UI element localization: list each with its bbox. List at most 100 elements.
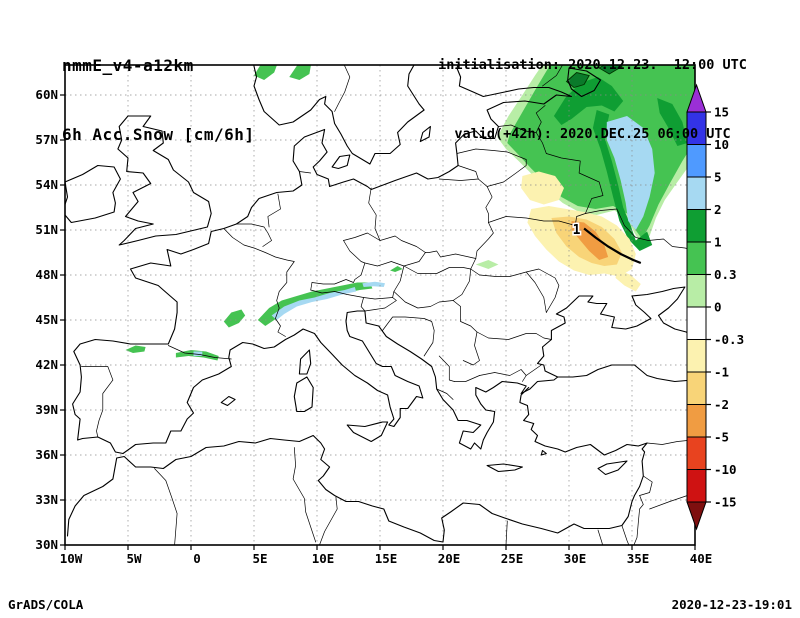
colorbar-segment [686, 469, 707, 503]
creation-timestamp: 2020-12-23-19:01 [671, 597, 792, 612]
lat-tick-label: 60N [35, 87, 58, 102]
country-border [545, 153, 604, 214]
country-border [403, 252, 426, 267]
coastline [220, 395, 236, 407]
coastline [122, 310, 695, 455]
country-border [479, 268, 560, 313]
field-name: 6h Acc.Snow [cm/6h] [62, 125, 255, 144]
region-vienna-speck [390, 266, 403, 272]
country-border [535, 132, 547, 154]
colorbar-segment [686, 306, 707, 340]
lat-tick-label: 48N [35, 267, 58, 282]
region-norway-speck-1 [254, 65, 277, 80]
region-melt-core [571, 221, 609, 260]
lat-tick-label: 45N [35, 312, 58, 327]
header-right: initialisation: 2020.12.23. 12:00 UTC va… [420, 8, 765, 192]
country-border [403, 265, 472, 274]
colorbar-label: 10 [714, 137, 729, 152]
region-ne-snow-heavy-east [657, 98, 688, 146]
lon-tick-label: 10W [60, 551, 83, 566]
lon-tick-label: 25E [501, 551, 524, 566]
region-ne-dark-patch-1 [565, 72, 590, 88]
country-border [462, 331, 480, 366]
country-border [453, 375, 480, 382]
country-border [438, 178, 479, 181]
colorbar-segment [686, 209, 707, 243]
coastline [253, 65, 425, 165]
coastline [540, 449, 547, 456]
lat-tick-label: 39N [35, 402, 58, 417]
colorbar-label: -15 [714, 495, 737, 510]
country-border [364, 297, 397, 312]
country-border [525, 271, 547, 313]
country-border [535, 105, 546, 133]
lon-tick-label: 30E [564, 551, 587, 566]
coastline [346, 421, 389, 443]
country-border [382, 316, 435, 357]
region-ne-dark-patch-2 [598, 65, 623, 75]
colorbar-segment [686, 436, 707, 470]
lon-tick-label: 5E [252, 551, 267, 566]
shaded-snow-regions [125, 65, 695, 361]
coastline [72, 65, 573, 455]
coastline [331, 154, 351, 170]
region-norway-speck-2 [289, 65, 311, 80]
country-border [486, 159, 527, 187]
lon-tick-label: 5W [126, 551, 142, 566]
country-border [154, 468, 178, 545]
colorbar-label: -10 [714, 462, 737, 477]
lon-tick-label: 20E [438, 551, 461, 566]
country-border [310, 289, 393, 300]
country-border [621, 525, 630, 545]
colorbar-segment [686, 274, 707, 308]
country-border [505, 520, 508, 545]
country-border [292, 447, 317, 543]
lat-tick-label: 36N [35, 447, 58, 462]
coastline [293, 376, 314, 413]
colorbar-label: -5 [714, 430, 729, 445]
colorbar-label: 15 [714, 105, 729, 120]
colorbar-label: 5 [714, 170, 722, 185]
country-border [425, 250, 477, 259]
axes: 30N 33N 36N 39N 42N 45N 48N 51N 54N 57N 60N 10W 5W 0 5… [35, 87, 712, 566]
country-border [343, 232, 381, 241]
coastline [567, 67, 602, 98]
country-border [470, 258, 477, 270]
coastline [117, 115, 212, 246]
region-ne-snow-heavy-north [553, 77, 624, 125]
country-border [343, 240, 405, 267]
lon-tick-label: 35E [627, 551, 650, 566]
valid-time: valid(+42h): 2020.DEC.25 06:00 UTC [454, 126, 731, 142]
coastline [419, 125, 431, 143]
country-border [470, 268, 480, 276]
colorbar-label: 1 [714, 235, 722, 250]
header-left: nmmE_v4-a12km 6h Acc.Snow [cm/6h] [62, 8, 255, 192]
colorbar-segment [686, 241, 707, 275]
region-melt-patch-nw [521, 171, 564, 205]
region-alps-core [271, 287, 357, 320]
coastline [66, 386, 648, 543]
colorbar-segment [686, 404, 707, 438]
region-alps-east-streak [362, 281, 385, 287]
country-border [488, 213, 586, 226]
colorbar-segment [686, 339, 707, 373]
country-border [438, 355, 455, 382]
coastline [65, 164, 121, 224]
colorbar-label: -0.3 [714, 332, 744, 347]
country-border [368, 187, 381, 241]
country-border [334, 65, 351, 112]
region-carpathians-speck [475, 260, 499, 269]
contour-line [583, 227, 642, 265]
colorbar-segment [686, 371, 707, 405]
lat-tick-label: 42N [35, 357, 58, 372]
lon-tick-label: 15E [375, 551, 398, 566]
country-border [393, 268, 472, 309]
country-border [457, 165, 479, 180]
country-border [267, 193, 281, 228]
lat-tick-label: 30N [35, 537, 58, 552]
model-name: nmmE_v4-a12km [62, 56, 194, 75]
country-border [479, 369, 527, 382]
colorbar-under-arrow [686, 501, 707, 531]
